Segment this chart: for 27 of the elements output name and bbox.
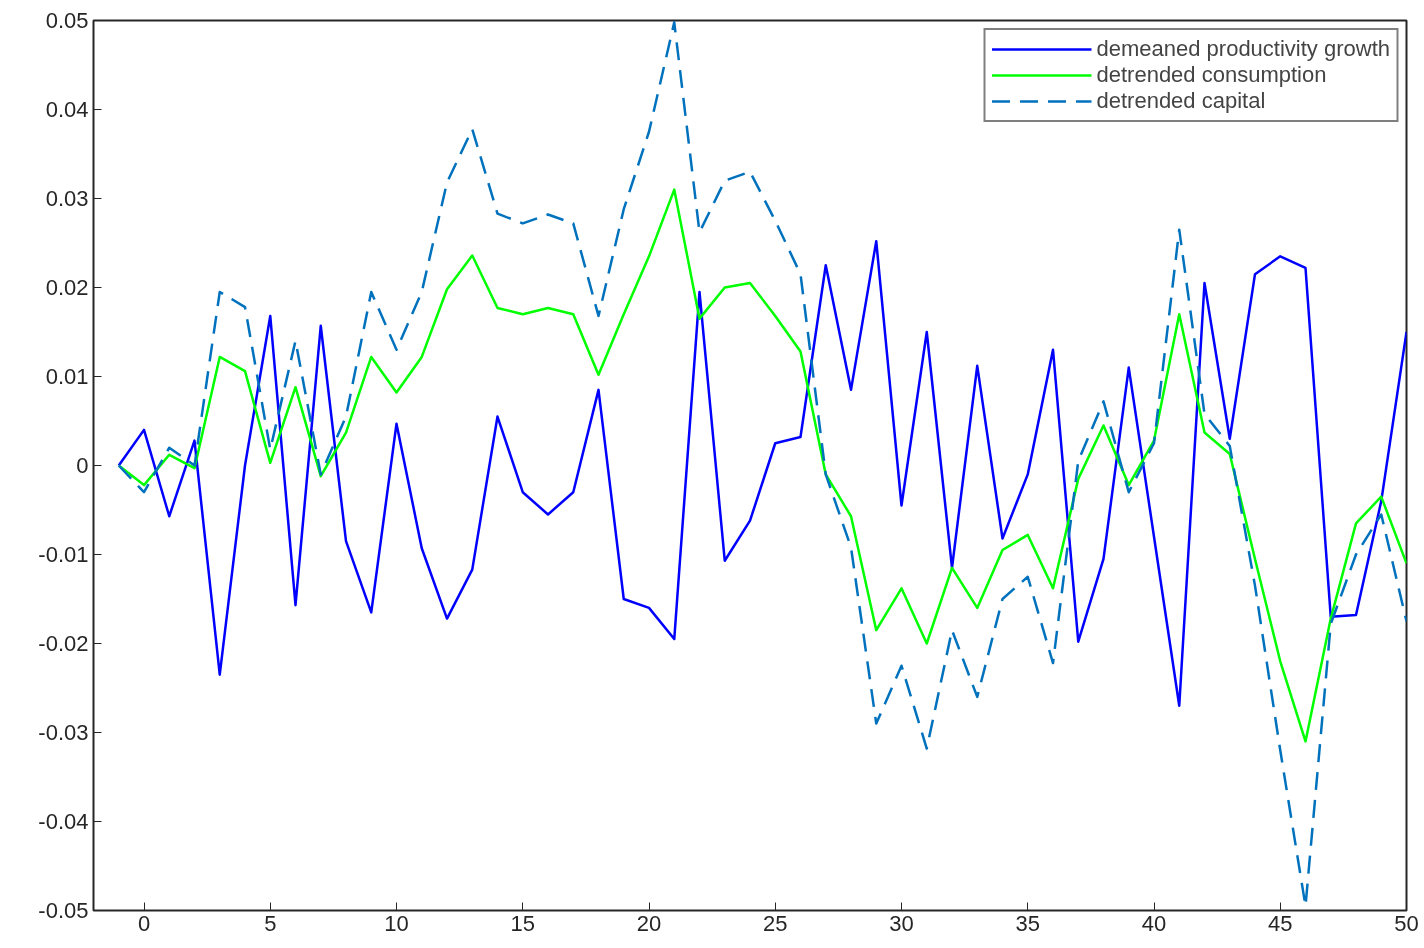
y-tick-label: 0.01 [45,364,89,389]
legend-label: detrended consumption [1096,62,1327,88]
x-tick-label: 25 [763,910,788,936]
y-tick-label: 0.02 [45,275,89,300]
y-tick-label: 0.03 [45,186,89,211]
y-tick-label: -0.04 [38,809,89,834]
x-tick-label: 40 [1141,910,1167,936]
legend-label: detrended capital [1096,88,1266,114]
y-tick-label: -0.01 [38,542,89,567]
y-tick-label: -0.05 [38,898,89,923]
y-tick-label: -0.03 [38,720,89,745]
y-tick-label: 0.05 [45,8,89,33]
y-tick-label: -0.02 [38,631,89,656]
y-tick-label: 0 [76,453,89,478]
x-tick-label: 5 [264,910,277,936]
x-tick-label: 30 [889,910,914,936]
line-series [117,188,1407,743]
x-tick-label: 10 [384,910,409,936]
x-tick-label: 0 [137,910,151,936]
y-tick-label: 0.04 [45,97,89,122]
x-tick-label: 35 [1015,910,1040,936]
x-tick-label: 20 [636,910,662,936]
x-tick-label: 15 [510,910,535,936]
legend-label: demeaned productivity growth [1096,36,1390,62]
line-series [117,239,1407,708]
x-tick-label: 50 [1394,910,1419,936]
x-tick-label: 45 [1268,910,1293,936]
